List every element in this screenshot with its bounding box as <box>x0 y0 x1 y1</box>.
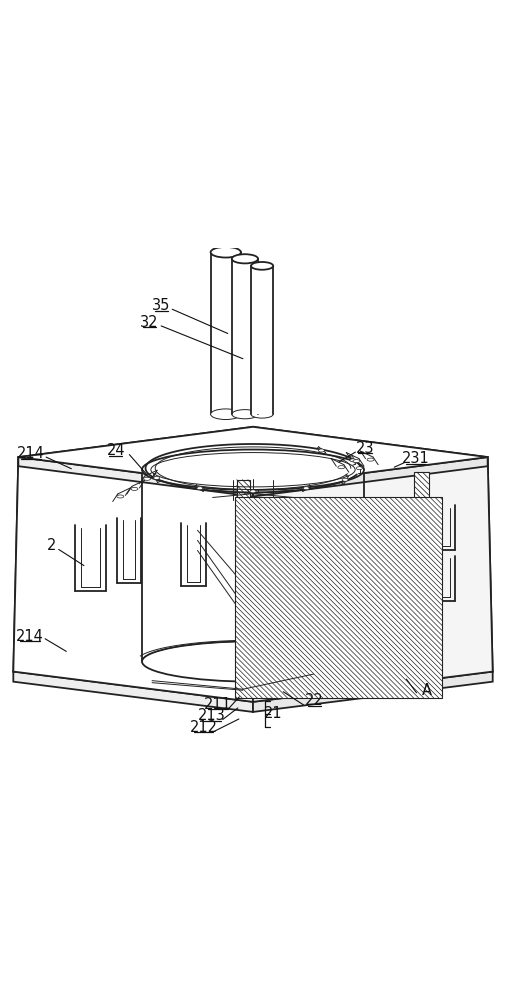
Ellipse shape <box>210 409 240 420</box>
Ellipse shape <box>341 478 347 481</box>
Polygon shape <box>414 472 428 651</box>
Ellipse shape <box>196 487 203 490</box>
Polygon shape <box>236 649 273 661</box>
Ellipse shape <box>318 449 324 452</box>
Text: 213: 213 <box>197 708 225 723</box>
Polygon shape <box>13 427 252 672</box>
Text: 35: 35 <box>152 298 170 313</box>
Ellipse shape <box>349 459 356 462</box>
Ellipse shape <box>210 247 240 258</box>
Text: 214: 214 <box>16 629 44 644</box>
Ellipse shape <box>131 487 138 490</box>
Ellipse shape <box>356 467 362 470</box>
Polygon shape <box>252 457 487 496</box>
Polygon shape <box>414 651 428 667</box>
Ellipse shape <box>143 477 150 480</box>
Ellipse shape <box>142 450 363 490</box>
Text: 24: 24 <box>106 443 125 458</box>
Ellipse shape <box>153 476 159 479</box>
Ellipse shape <box>250 262 273 270</box>
Text: 212: 212 <box>189 720 217 735</box>
Polygon shape <box>13 457 252 702</box>
Polygon shape <box>235 497 441 698</box>
Polygon shape <box>142 470 363 661</box>
Polygon shape <box>252 672 492 712</box>
Ellipse shape <box>302 487 309 490</box>
Text: 23: 23 <box>355 441 374 456</box>
Ellipse shape <box>231 254 258 263</box>
Polygon shape <box>252 457 492 702</box>
Ellipse shape <box>249 490 256 493</box>
Text: A: A <box>421 683 431 698</box>
Text: 231: 231 <box>401 451 429 466</box>
Polygon shape <box>231 257 258 414</box>
Ellipse shape <box>250 410 273 418</box>
Ellipse shape <box>366 458 373 461</box>
Text: 21: 21 <box>263 706 282 721</box>
Text: 211: 211 <box>204 697 231 712</box>
Polygon shape <box>18 427 487 487</box>
Ellipse shape <box>352 460 359 463</box>
Polygon shape <box>236 480 250 646</box>
Text: 22: 22 <box>305 693 323 708</box>
Polygon shape <box>13 672 252 712</box>
Ellipse shape <box>117 495 124 498</box>
Polygon shape <box>210 250 240 414</box>
Ellipse shape <box>337 466 344 469</box>
Polygon shape <box>252 427 492 672</box>
Text: 214: 214 <box>17 446 45 461</box>
Polygon shape <box>18 457 253 496</box>
Polygon shape <box>13 641 492 702</box>
Text: 32: 32 <box>140 315 159 330</box>
Text: 2: 2 <box>46 538 56 553</box>
Ellipse shape <box>231 410 258 419</box>
Polygon shape <box>250 264 273 414</box>
Ellipse shape <box>142 641 363 682</box>
